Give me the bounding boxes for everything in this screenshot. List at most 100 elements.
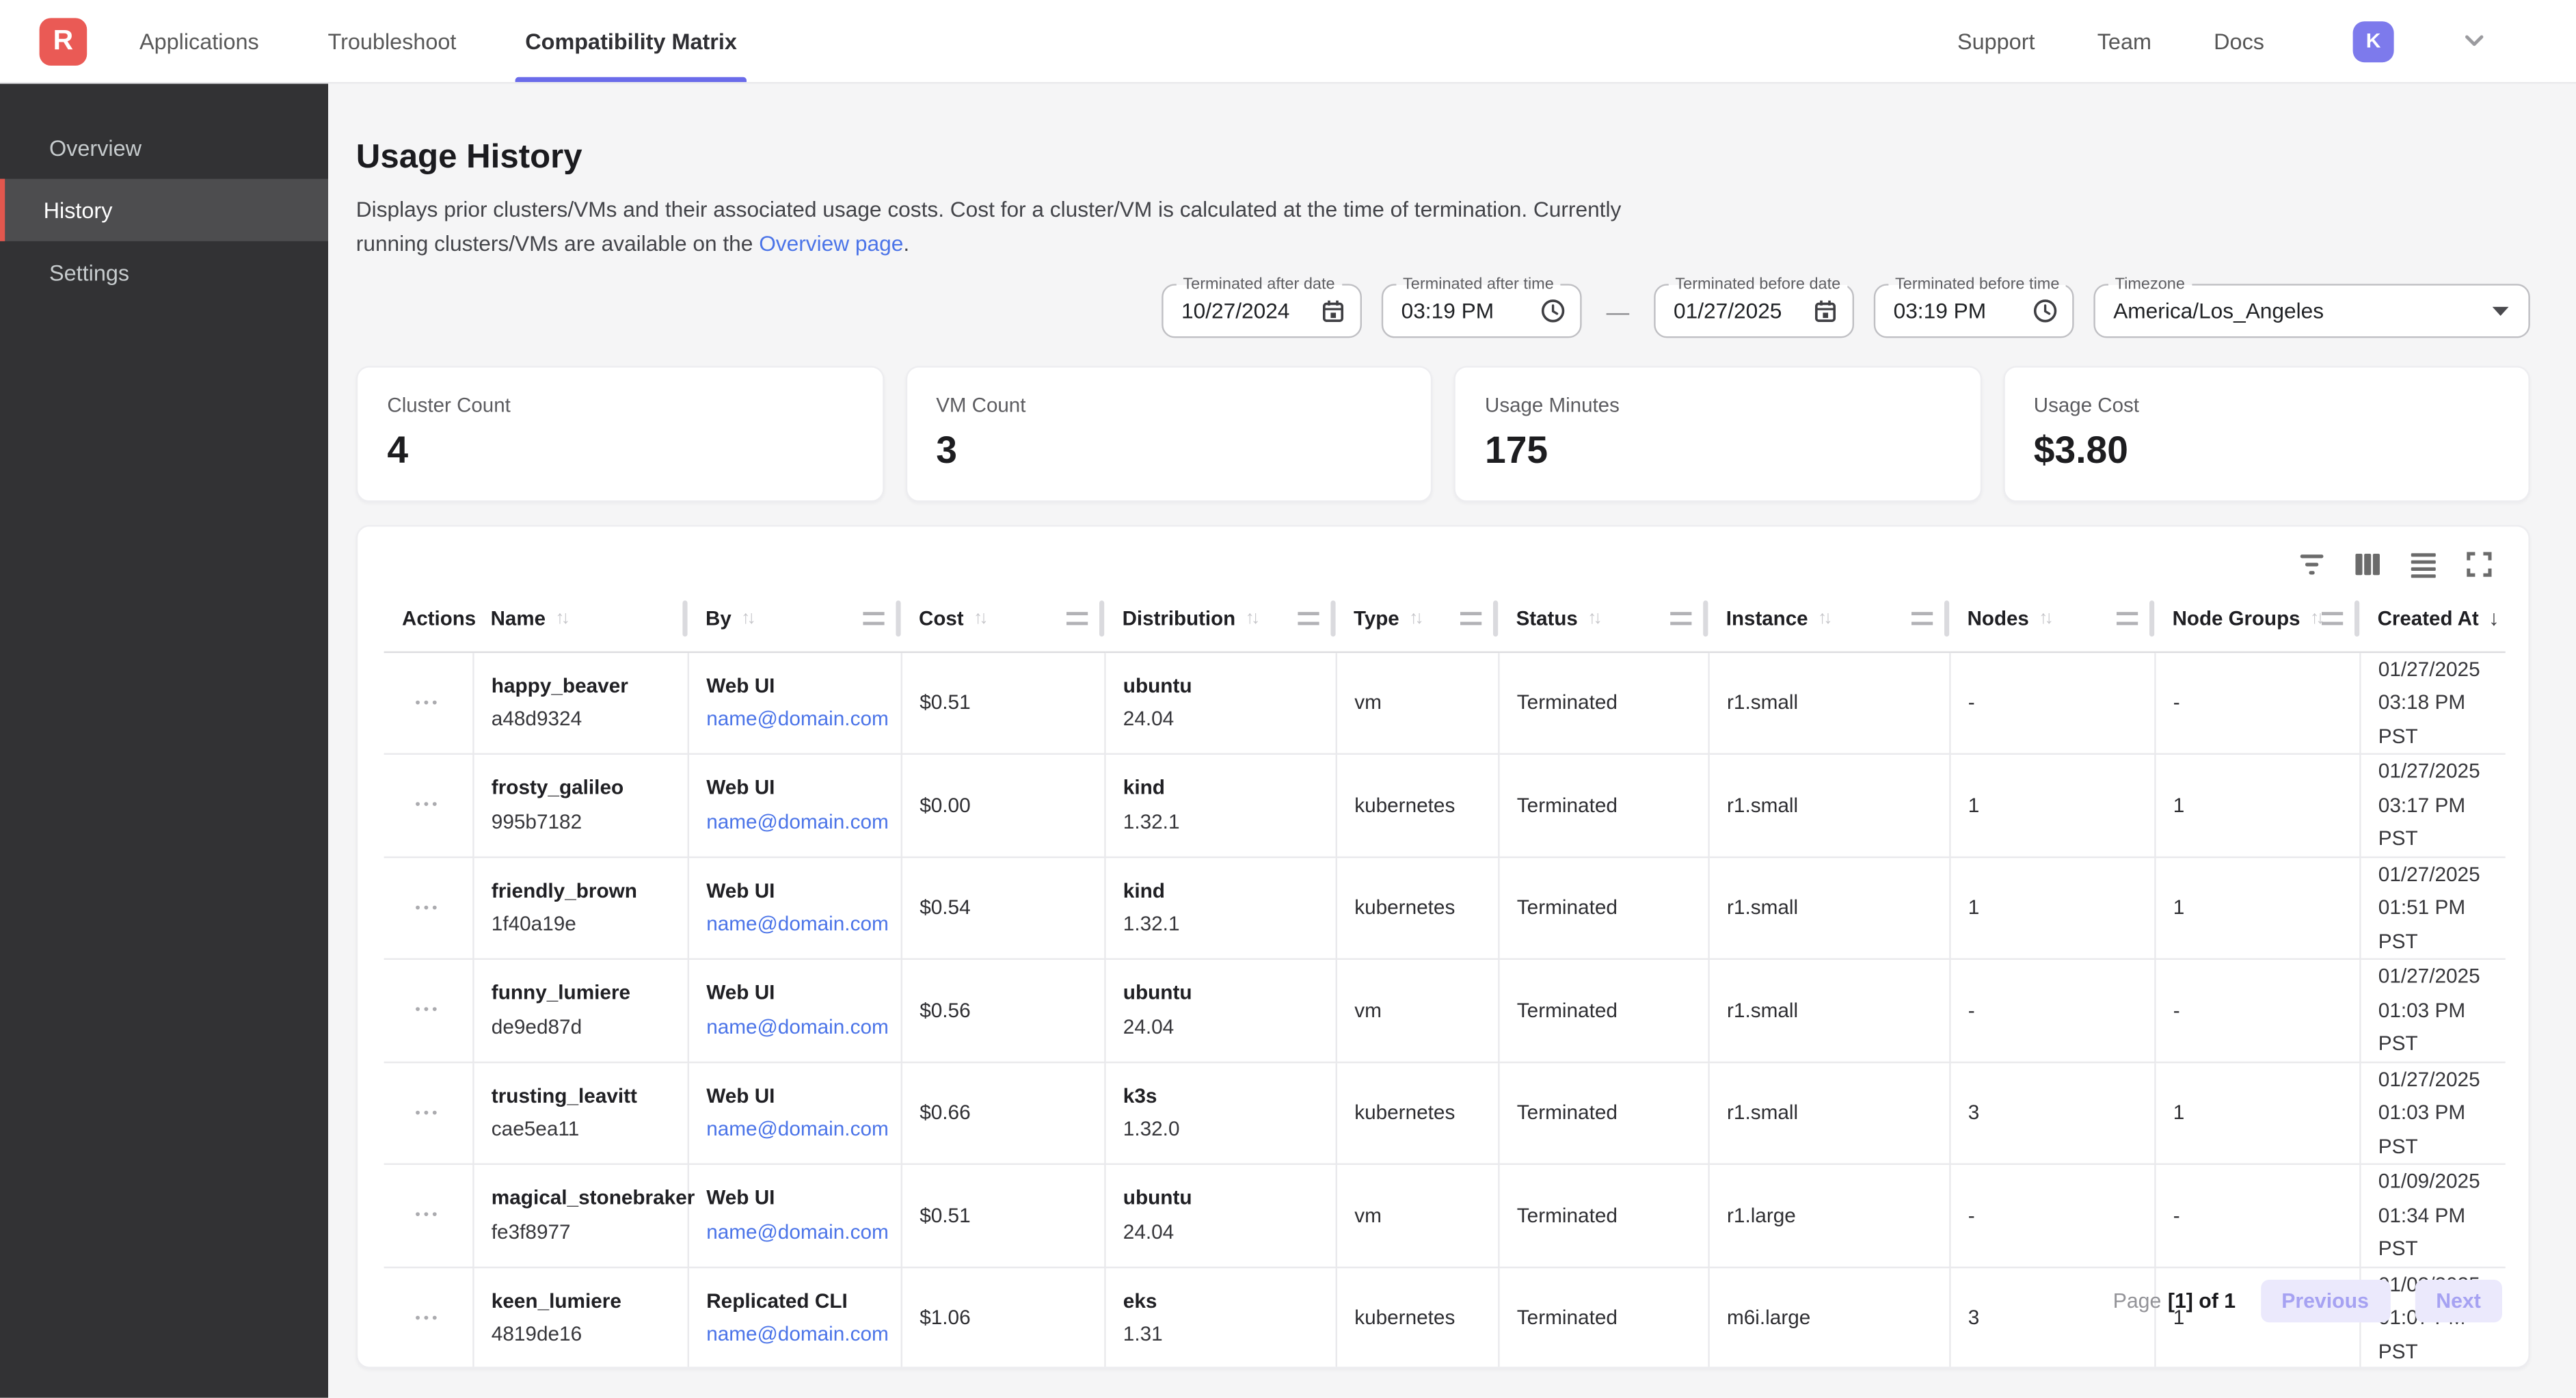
row-actions-button[interactable]: ••• (412, 688, 444, 716)
created-by-email-link[interactable]: name@domain.com (706, 1015, 889, 1038)
nav-tab-compatibility-matrix[interactable]: Compatibility Matrix (515, 0, 747, 83)
column-header-name[interactable]: Name ↑↓ (472, 585, 688, 653)
column-header-distribution[interactable]: Distribution ↑↓ (1104, 585, 1336, 653)
clock-icon[interactable] (1541, 299, 1566, 323)
table-row: ••• trusting_leavitt cae5ea11 Web UI name@do… (384, 1061, 2506, 1165)
row-actions-button[interactable]: ••• (412, 1304, 444, 1332)
sort-icon[interactable]: ↑↓ (973, 608, 989, 628)
nav-link-team[interactable]: Team (2097, 29, 2151, 53)
column-resize-handle[interactable] (1670, 611, 1692, 625)
cell-name: frosty_galileo 995b7182 (472, 753, 688, 857)
sidebar-item-history[interactable]: History (0, 178, 329, 241)
created-by-source: Web UI (706, 1186, 775, 1210)
calendar-icon[interactable] (1813, 299, 1838, 323)
created-date: 01/09/2025 (2378, 1170, 2480, 1193)
cell-type: kubernetes (1335, 753, 1499, 857)
sort-icon[interactable]: ↑↓ (741, 608, 756, 628)
row-actions-button[interactable]: ••• (412, 996, 444, 1024)
nav-tab-troubleshoot[interactable]: Troubleshoot (327, 29, 457, 53)
sort-icon[interactable]: ↑↓ (2039, 608, 2054, 628)
sort-icon[interactable]: ↑↓ (1817, 608, 1833, 628)
cell-status: Terminated (1498, 753, 1709, 857)
next-page-button[interactable]: Next (2415, 1280, 2503, 1323)
timezone-select[interactable]: Timezone America/Los_Angeles (2093, 273, 2530, 338)
distribution-version: 1.32.1 (1123, 913, 1180, 936)
description-text: Displays prior clusters/VMs and their as… (355, 197, 1622, 256)
stat-card-usage-minutes: Usage Minutes 175 (1453, 366, 1981, 502)
column-separator (1492, 600, 1499, 636)
column-header-actions[interactable]: Actions (384, 585, 476, 653)
replicated-logo[interactable]: R (39, 17, 88, 65)
sort-icon[interactable]: ↑↓ (1587, 608, 1602, 628)
created-time: 01:34 PM PST (2378, 1203, 2466, 1261)
nav-link-docs[interactable]: Docs (2214, 29, 2265, 53)
sort-icon[interactable]: ↑↓ (1245, 608, 1261, 628)
terminated-before-date-field[interactable]: Terminated before date 01/27/2025 (1654, 273, 1854, 338)
created-by-email-link[interactable]: name@domain.com (706, 810, 889, 833)
field-label: Timezone (2108, 273, 2192, 296)
terminated-before-time-field[interactable]: Terminated before time 03:19 PM (1873, 273, 2074, 338)
column-resize-handle[interactable] (1066, 611, 1088, 625)
calendar-icon[interactable] (1321, 299, 1345, 323)
nav-link-support[interactable]: Support (1957, 29, 2035, 53)
column-resize-handle[interactable] (1298, 611, 1319, 625)
column-resize-handle[interactable] (2322, 611, 2344, 625)
created-by-email-link[interactable]: name@domain.com (706, 913, 889, 936)
cell-status: Terminated (1498, 1266, 1709, 1367)
column-resize-handle[interactable] (1460, 611, 1482, 625)
column-resize-handle[interactable] (2117, 611, 2138, 625)
created-by-source: Web UI (706, 878, 775, 902)
cell-by: Web UI name@domain.com (687, 1164, 902, 1267)
columns-icon[interactable] (2348, 545, 2387, 584)
column-label: Distribution (1122, 606, 1236, 630)
stat-card-cluster-count: Cluster Count 4 (355, 366, 884, 502)
row-actions-button[interactable]: ••• (412, 1201, 444, 1229)
cell-by: Web UI name@domain.com (687, 753, 902, 857)
page-title: Usage History (355, 137, 582, 176)
field-label: Terminated before date (1668, 273, 1847, 296)
row-actions-button[interactable]: ••• (412, 791, 444, 819)
row-actions-button[interactable]: ••• (412, 1099, 444, 1127)
terminated-after-time-field[interactable]: Terminated after time 03:19 PM (1381, 273, 1582, 338)
previous-page-button[interactable]: Previous (2260, 1280, 2391, 1323)
sort-icon[interactable]: ↑↓ (555, 608, 570, 628)
avatar[interactable]: K (2352, 21, 2394, 62)
column-label: Type (1354, 606, 1399, 630)
column-header-type[interactable]: Type ↑↓ (1335, 585, 1499, 653)
column-header-nodes[interactable]: Nodes ↑↓ (1949, 585, 2155, 653)
column-resize-handle[interactable] (1911, 611, 1933, 625)
stat-label: Usage Minutes (1485, 394, 1620, 417)
created-by-email-link[interactable]: name@domain.com (706, 708, 889, 731)
cell-name: magical_stonebraker fe3f8977 (472, 1164, 695, 1267)
column-header-node-groups[interactable]: Node Groups ↑↓ (2154, 585, 2360, 653)
filter-icon[interactable] (2292, 545, 2332, 584)
row-actions-button[interactable]: ••• (412, 893, 444, 922)
column-header-status[interactable]: Status ↑↓ (1498, 585, 1708, 653)
distribution-name: kind (1123, 776, 1165, 800)
sort-desc-icon[interactable]: ↓ (2488, 606, 2499, 631)
overview-page-link[interactable]: Overview page (759, 230, 904, 256)
created-by-email-link[interactable]: name@domain.com (706, 1323, 889, 1346)
fullscreen-icon[interactable] (2460, 545, 2499, 584)
sidebar-item-overview[interactable]: Overview (49, 135, 142, 161)
column-header-created-at[interactable]: Created At ↓ (2359, 585, 2506, 653)
terminated-after-date-field[interactable]: Terminated after date 10/27/2024 (1162, 273, 1363, 338)
created-by-email-link[interactable]: name@domain.com (706, 1118, 889, 1141)
sort-icon[interactable]: ↑↓ (1409, 608, 1424, 628)
column-label: Cost (919, 606, 964, 630)
column-header-cost[interactable]: Cost ↑↓ (900, 585, 1105, 653)
field-label: Terminated before time (1888, 273, 2067, 296)
caret-down-icon[interactable] (2492, 306, 2509, 316)
clock-icon[interactable] (2033, 299, 2058, 323)
sidebar-item-settings[interactable]: Settings (49, 260, 130, 285)
nav-tab-applications[interactable]: Applications (139, 29, 259, 53)
created-by-email-link[interactable]: name@domain.com (706, 1220, 889, 1244)
density-icon[interactable] (2404, 545, 2443, 584)
column-header-by[interactable]: By ↑↓ (687, 585, 901, 653)
cell-nodes: - (1949, 651, 2156, 755)
column-label: Created At (2377, 606, 2479, 630)
sort-icon[interactable]: ↑↓ (2309, 608, 2325, 628)
column-resize-handle[interactable] (863, 611, 885, 625)
column-header-instance[interactable]: Instance ↑↓ (1708, 585, 1950, 653)
chevron-down-icon[interactable] (2465, 34, 2484, 47)
